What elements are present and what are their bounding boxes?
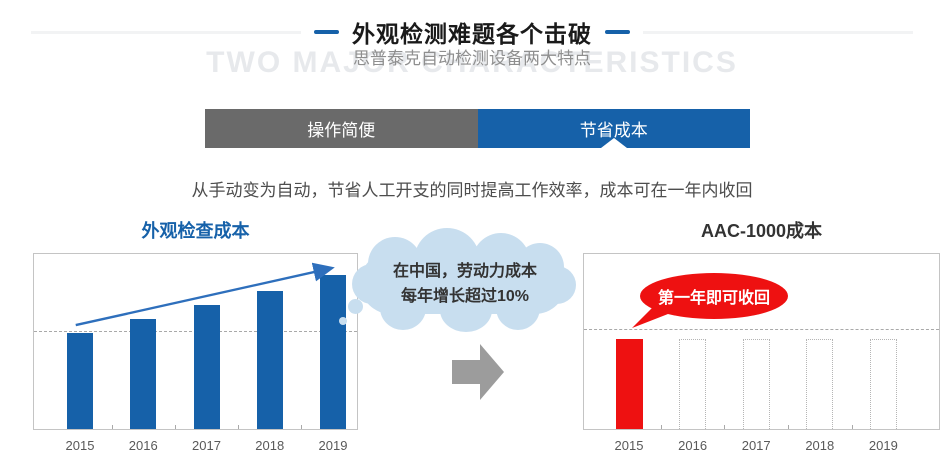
axis-tick (174, 425, 176, 429)
cloud-trail-bubble (348, 299, 363, 314)
tab-cost-saving-label: 节省成本 (579, 121, 648, 140)
cloud-bump (496, 286, 540, 330)
speech-bubble-text: 第一年即可收回 (657, 290, 770, 307)
x-axis-label: 2017 (741, 438, 771, 453)
active-tab-notch (600, 138, 627, 148)
cloud-bump (440, 288, 492, 332)
cloud-text-line2: 每年增长超过10% (400, 288, 530, 305)
x-axis-label: 2018 (805, 438, 835, 453)
axis-tick (111, 425, 113, 429)
bar-2015 (615, 338, 643, 429)
x-axis-labels: 2015 2016 2017 2018 2019 (584, 438, 939, 454)
bar-2016 (130, 318, 157, 429)
cloud-callout: 在中国，劳动力成本 每年增长超过10% (352, 228, 578, 332)
axis-tick (851, 425, 853, 429)
header-rule-right (643, 30, 913, 34)
bar-2018 (806, 338, 834, 429)
bar-2018 (256, 290, 283, 429)
x-axis-label: 2019 (868, 438, 898, 453)
transition-right-arrow-icon (452, 344, 504, 400)
x-axis-label: 2018 (255, 438, 285, 453)
trend-arrow (75, 262, 335, 327)
cloud-bump (380, 286, 426, 330)
x-axis-label: 2019 (318, 438, 348, 453)
x-axis-label: 2016 (128, 438, 158, 453)
plot-area (34, 254, 357, 429)
plot-area (584, 254, 939, 429)
page-title: 外观检测难题各个击破 (352, 21, 592, 47)
x-axis-label: 2015 (65, 438, 95, 453)
right-chart-title: AAC-1000成本 (700, 221, 823, 241)
x-axis-labels: 2015 2016 2017 2018 2019 (34, 438, 357, 454)
tab-bar: 操作简便 节省成本 (205, 109, 750, 148)
cloud-text-line1: 在中国，劳动力成本 (392, 263, 537, 280)
bar-2016 (679, 338, 707, 429)
left-chart-title: 外观检查成本 (141, 221, 250, 241)
speech-bubble: 第一年即可收回 (640, 273, 788, 319)
tab-cost-saving[interactable]: 节省成本 (477, 109, 750, 148)
cloud-trail-bubble (339, 317, 347, 325)
cloud-text: 在中国，劳动力成本 每年增长超过10% (352, 232, 578, 336)
bar-2017 (742, 338, 770, 429)
description-text: 从手动变为自动，节省人工开支的同时提高工作效率，成本可在一年内收回 (191, 181, 753, 200)
header-rule-left (31, 30, 301, 34)
cloud-bump (538, 266, 576, 304)
page-subtitle: 思普泰克自动检测设备两大特点 (353, 49, 591, 68)
x-axis-label: 2016 (678, 438, 708, 453)
axis-tick (788, 425, 789, 429)
right-bar-chart: 2015 2016 2017 2018 2019 (583, 253, 940, 453)
axis-tick (301, 425, 303, 429)
left-bar-chart: 2015 2016 2017 2018 2019 (33, 253, 358, 453)
tab-easy-operation[interactable]: 操作简便 (205, 109, 478, 148)
cloud-bump (414, 228, 480, 294)
bar-2017 (193, 304, 220, 429)
background-watermark: TWO MAJOR CHARACTERISTICS (206, 46, 738, 79)
title-dash-left (314, 30, 339, 34)
x-axis-label: 2017 (192, 438, 221, 453)
axis-tick (724, 425, 726, 429)
title-dash-right (605, 30, 630, 34)
bar-2019 (869, 338, 897, 429)
bar-2015 (67, 332, 93, 429)
axis-tick (238, 425, 240, 429)
dashed-reference-line (584, 329, 939, 331)
bar-2019 (320, 275, 346, 429)
x-axis-label: 2015 (614, 438, 644, 453)
axis-tick (660, 425, 662, 429)
header: 外观检测难题各个击破 (0, 15, 944, 49)
tab-easy-operation-label: 操作简便 (307, 121, 376, 140)
